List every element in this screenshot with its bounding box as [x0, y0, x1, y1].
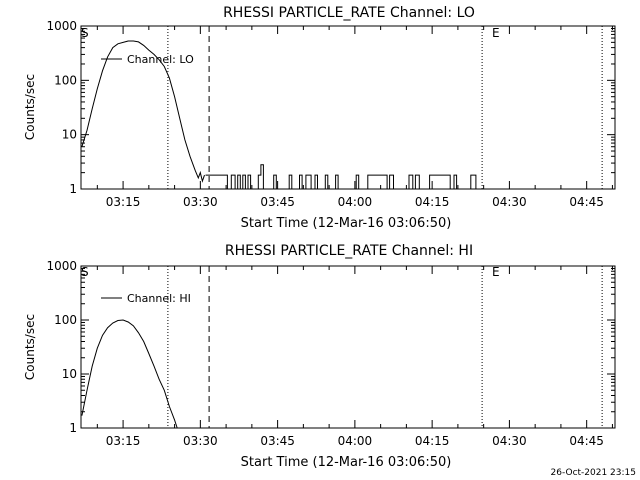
footer-timestamp: 26-Oct-2021 23:15: [551, 468, 636, 478]
y-tick-label: 1000: [46, 259, 77, 273]
data-series: [81, 319, 178, 429]
chart-panel-lo: RHESSI PARTICLE_RATE Channel: LO Counts/…: [23, 5, 616, 231]
y-tick-label: 10: [62, 128, 77, 142]
start-marker-label: S: [81, 26, 89, 40]
x-tick-label: 03:30: [183, 195, 218, 209]
chart-title: RHESSI PARTICLE_RATE Channel: HI: [225, 243, 473, 259]
x-tick-label: 03:15: [106, 195, 141, 209]
x-axis-label: Start Time (12-Mar-16 03:06:50): [241, 455, 452, 470]
time-markers: [167, 26, 603, 189]
series-line: [205, 164, 489, 190]
end-marker-label: E: [492, 265, 500, 279]
x-tick-label: 03:45: [260, 195, 295, 209]
x-axis-label: Start Time (12-Mar-16 03:06:50): [241, 216, 452, 231]
x-tick-label: 04:30: [492, 434, 527, 448]
x-tick-label: 03:15: [106, 434, 141, 448]
y-tick-label: 100: [54, 73, 77, 87]
y-tick-label: 100: [54, 313, 77, 327]
data-series: [81, 40, 489, 190]
chart-panel-hi: RHESSI PARTICLE_RATE Channel: HI Counts/…: [23, 243, 616, 470]
time-markers: [167, 266, 603, 428]
legend-label: Channel: HI: [127, 292, 191, 305]
y-axis-label: Counts/sec: [23, 74, 37, 140]
chart-title: RHESSI PARTICLE_RATE Channel: LO: [223, 5, 475, 21]
legend: Channel: HI: [101, 292, 191, 305]
y-tick-label: 1: [69, 182, 77, 196]
series-line: [81, 40, 205, 183]
axis-ticks: 1 10 100 1000 03:15 03:30 03:45 04:00 04:15 04:30…: [46, 19, 615, 209]
plot-frame: [80, 265, 616, 429]
end-marker-label: E: [492, 26, 500, 40]
axis-ticks: 1 10 100 1000 03:15 03:30 03:45 04:00 04:15 04:30…: [46, 259, 615, 448]
start-marker-label: S: [81, 265, 89, 279]
x-tick-label: 03:45: [260, 434, 295, 448]
x-tick-label: 04:45: [569, 434, 604, 448]
series-line: [81, 319, 178, 429]
x-tick-label: 04:15: [415, 434, 450, 448]
y-tick-label: 1: [69, 421, 77, 435]
x-tick-label: 04:15: [415, 195, 450, 209]
plot-frame: [80, 25, 616, 190]
legend-label: Channel: LO: [127, 53, 194, 66]
x-tick-label: 03:30: [183, 434, 218, 448]
y-tick-label: 10: [62, 367, 77, 381]
y-tick-label: 1000: [46, 19, 77, 33]
x-tick-label: 04:30: [492, 195, 527, 209]
y-axis-label: Counts/sec: [23, 314, 37, 380]
x-tick-label: 04:00: [338, 195, 373, 209]
x-tick-label: 04:00: [338, 434, 373, 448]
legend: Channel: LO: [101, 53, 194, 66]
x-tick-label: 04:45: [569, 195, 604, 209]
